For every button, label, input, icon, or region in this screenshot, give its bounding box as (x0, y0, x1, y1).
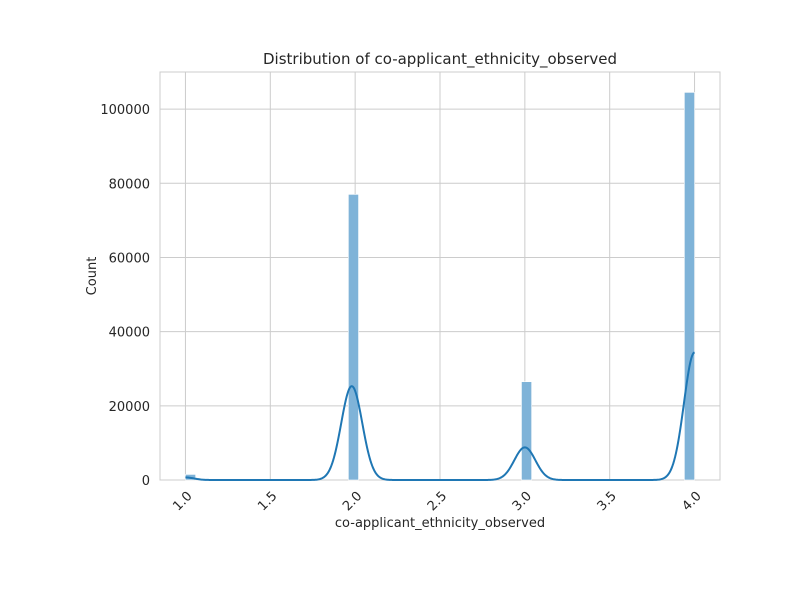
y-tick-label: 80000 (109, 177, 150, 192)
y-tick-label: 100000 (100, 103, 150, 118)
histogram-bar (348, 194, 359, 481)
x-tick-label: 2.5 (425, 489, 450, 514)
y-tick-label: 60000 (109, 251, 150, 266)
x-axis-label: co-applicant_ethnicity_observed (335, 516, 545, 531)
chart-title: Distribution of co-applicant_ethnicity_o… (263, 50, 617, 69)
x-tick-label: 1.5 (255, 489, 280, 514)
y-tick-label: 20000 (109, 400, 150, 415)
x-tick-label: 1.0 (170, 489, 195, 514)
y-tick-label: 0 (142, 474, 150, 489)
kde-curve (185, 351, 695, 481)
x-tick-label: 3.5 (595, 489, 620, 514)
histogram-bar (521, 381, 532, 481)
y-tick-labels: 0 20000 40000 60000 80000 100000 (100, 103, 150, 489)
y-tick-label: 40000 (109, 326, 150, 341)
y-axis-label: Count (85, 257, 100, 296)
x-tick-labels: 1.0 1.5 2.0 2.5 3.0 3.5 4.0 (170, 489, 704, 514)
x-tick-label: 2.0 (340, 489, 365, 514)
x-tick-label: 3.0 (510, 489, 535, 514)
histogram-bar (684, 92, 695, 481)
x-tick-label: 4.0 (679, 489, 704, 514)
